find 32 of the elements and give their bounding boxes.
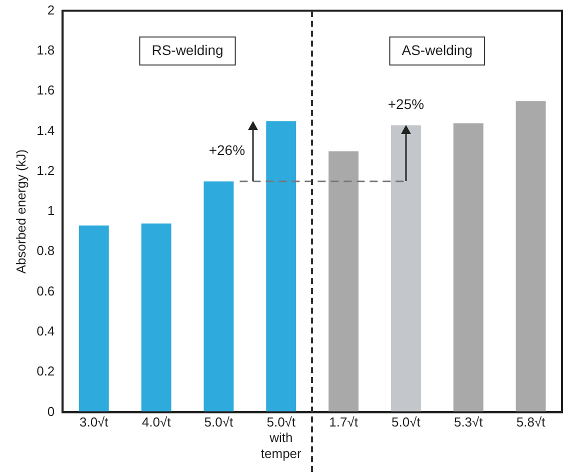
y-tick-label: 2 bbox=[47, 2, 55, 18]
bar bbox=[516, 101, 546, 412]
x-tick-label: 5.0√t bbox=[392, 414, 421, 430]
x-tick-label: 5.3√t bbox=[454, 414, 484, 430]
y-axis-title: Absorbed energy (kJ) bbox=[13, 149, 28, 274]
x-tick-label: 1.7√t bbox=[329, 414, 358, 430]
x-tick-label: 5.8√t bbox=[516, 414, 546, 430]
bar bbox=[390, 125, 421, 412]
x-tick-label: 5.0√t bbox=[204, 414, 234, 430]
y-tick-label: 0.2 bbox=[36, 364, 55, 379]
x-tick-label: 4.0√t bbox=[142, 414, 172, 430]
y-tick-label: 0 bbox=[47, 404, 55, 419]
y-tick-label: 0.4 bbox=[36, 324, 55, 338]
y-tick-label: 1.4 bbox=[36, 122, 55, 138]
x-tick-label: 3.0√t bbox=[79, 414, 109, 430]
x-tick-label: 5.0√t with temper bbox=[260, 414, 302, 461]
y-tick-label: 1.2 bbox=[36, 162, 55, 178]
annotation: AS-welding bbox=[402, 42, 473, 58]
y-tick-label: 0.8 bbox=[36, 243, 55, 258]
bar bbox=[453, 123, 484, 412]
bar bbox=[266, 121, 296, 412]
annotation: RS-welding bbox=[152, 42, 224, 58]
y-tick-label: 1 bbox=[47, 203, 55, 218]
y-tick-label: 0.6 bbox=[36, 283, 55, 298]
y-tick-label: 1.6 bbox=[36, 82, 55, 98]
bar bbox=[78, 226, 109, 412]
bar bbox=[204, 181, 234, 412]
y-tick-label: 1.8 bbox=[36, 42, 55, 58]
annotation: +26% bbox=[208, 142, 246, 158]
bar bbox=[141, 224, 172, 412]
annotation: +25% bbox=[388, 96, 424, 112]
bar bbox=[328, 151, 359, 412]
